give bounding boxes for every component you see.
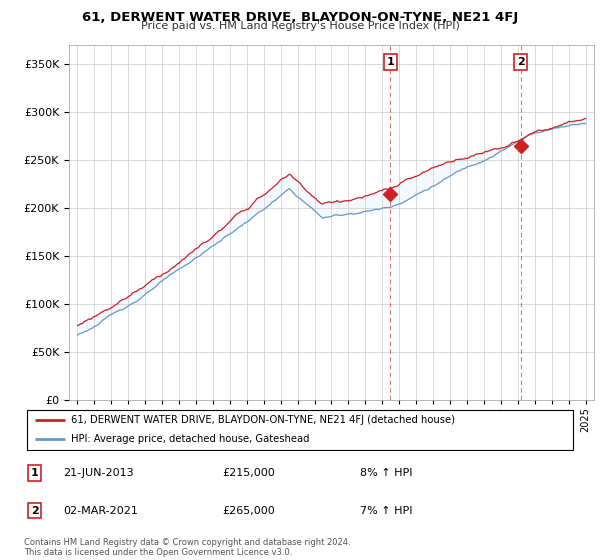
Text: 7% ↑ HPI: 7% ↑ HPI bbox=[360, 506, 413, 516]
Text: 1: 1 bbox=[386, 57, 394, 67]
Text: 2: 2 bbox=[31, 506, 38, 516]
Text: HPI: Average price, detached house, Gateshead: HPI: Average price, detached house, Gate… bbox=[71, 435, 310, 445]
Text: 61, DERWENT WATER DRIVE, BLAYDON-ON-TYNE, NE21 4FJ: 61, DERWENT WATER DRIVE, BLAYDON-ON-TYNE… bbox=[82, 11, 518, 24]
Text: £215,000: £215,000 bbox=[222, 468, 275, 478]
Text: 8% ↑ HPI: 8% ↑ HPI bbox=[360, 468, 413, 478]
Text: Price paid vs. HM Land Registry's House Price Index (HPI): Price paid vs. HM Land Registry's House … bbox=[140, 21, 460, 31]
Text: £265,000: £265,000 bbox=[222, 506, 275, 516]
FancyBboxPatch shape bbox=[27, 410, 573, 450]
Text: Contains HM Land Registry data © Crown copyright and database right 2024.
This d: Contains HM Land Registry data © Crown c… bbox=[24, 538, 350, 557]
Text: 2: 2 bbox=[517, 57, 524, 67]
Text: 21-JUN-2013: 21-JUN-2013 bbox=[63, 468, 134, 478]
Text: 61, DERWENT WATER DRIVE, BLAYDON-ON-TYNE, NE21 4FJ (detached house): 61, DERWENT WATER DRIVE, BLAYDON-ON-TYNE… bbox=[71, 415, 455, 425]
Text: 02-MAR-2021: 02-MAR-2021 bbox=[63, 506, 138, 516]
Text: 1: 1 bbox=[31, 468, 38, 478]
